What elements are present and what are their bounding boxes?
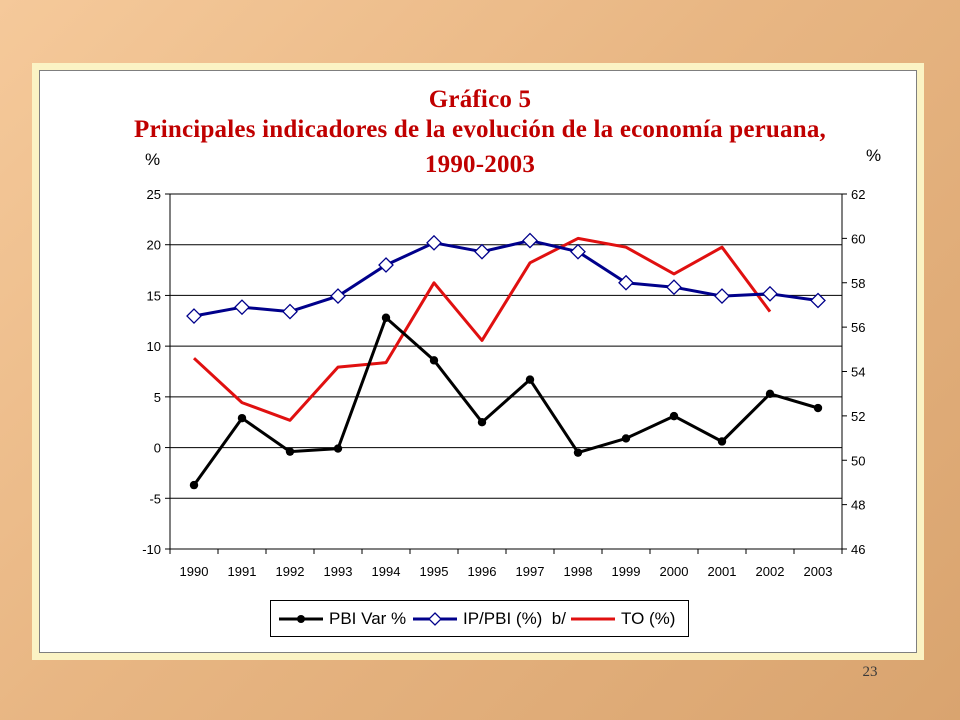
x-tick-label: 2002 xyxy=(756,564,785,579)
x-tick-label: 1997 xyxy=(516,564,545,579)
slide-number: 23 xyxy=(862,664,878,680)
data-point-pbi xyxy=(525,375,535,384)
x-tick-label: 1996 xyxy=(468,564,497,579)
right-tick-label: 46 xyxy=(851,542,865,557)
left-tick-label: 5 xyxy=(154,390,161,405)
x-tick-label: 1992 xyxy=(276,564,305,579)
data-point-ip xyxy=(378,257,394,273)
left-tick-label: -5 xyxy=(149,491,161,506)
x-tick-label: 1994 xyxy=(372,564,401,579)
data-point-pbi xyxy=(333,444,343,453)
chart-legend: PBI Var % IP/PBI (%) b/ TO (%) xyxy=(270,600,689,637)
data-point-pbi xyxy=(813,403,823,413)
data-point-ip xyxy=(474,243,490,260)
legend-label-ip: IP/PBI (%) b/ xyxy=(463,609,566,628)
chart-period: 1990-2003 xyxy=(424,151,536,178)
right-tick-label: 52 xyxy=(851,409,865,424)
right-tick-label: 56 xyxy=(851,320,865,335)
data-point-pbi xyxy=(237,413,247,423)
data-point-ip xyxy=(810,292,826,309)
left-tick-label: 10 xyxy=(147,339,161,354)
legend-marker-ip xyxy=(413,612,457,626)
x-tick-label: 1995 xyxy=(420,564,449,579)
right-tick-label: 54 xyxy=(851,365,865,380)
right-tick-label: 58 xyxy=(851,276,865,291)
legend-item-to: TO (%) xyxy=(569,606,685,632)
series-line-0 xyxy=(192,316,819,486)
legend-marker-pbi xyxy=(279,615,323,623)
data-point-pbi xyxy=(717,437,727,446)
x-tick-label: 2000 xyxy=(660,564,689,579)
chart-title: Gráfico 5 xyxy=(428,86,532,113)
data-point-ip xyxy=(234,299,250,316)
right-axis-unit: % xyxy=(866,146,882,165)
series-line-1 xyxy=(193,239,819,318)
x-tick-label: 1999 xyxy=(612,564,641,579)
legend-label-to: TO (%) xyxy=(621,609,676,628)
left-tick-label: 15 xyxy=(147,288,161,303)
data-point-ip xyxy=(186,308,202,324)
left-tick-label: -10 xyxy=(142,542,161,557)
data-point-ip xyxy=(666,279,682,296)
data-point-pbi xyxy=(621,434,631,443)
data-point-ip xyxy=(522,232,538,249)
data-point-pbi xyxy=(765,389,775,399)
x-tick-label: 1990 xyxy=(180,564,209,579)
legend-item-ip: IP/PBI (%) b/ xyxy=(411,606,571,632)
left-tick-label: 0 xyxy=(154,441,161,456)
left-tick-label: 20 xyxy=(147,238,161,253)
data-point-pbi xyxy=(573,448,583,457)
data-point-ip xyxy=(282,303,298,320)
data-point-ip xyxy=(570,243,586,260)
data-point-pbi xyxy=(285,447,295,456)
series-line-2 xyxy=(192,236,772,422)
x-tick-label: 2001 xyxy=(708,564,737,579)
right-tick-label: 50 xyxy=(851,453,865,468)
x-tick-label: 1991 xyxy=(228,564,257,579)
data-point-pbi xyxy=(189,480,199,490)
data-point-ip xyxy=(618,274,634,291)
right-tick-label: 48 xyxy=(851,498,865,513)
data-point-ip xyxy=(714,288,730,304)
left-tick-label: 25 xyxy=(147,187,161,202)
chart-subtitle: Principales indicadores de la evolución … xyxy=(133,116,826,143)
data-point-ip xyxy=(762,285,778,302)
data-point-ip xyxy=(426,234,442,251)
chart-panel xyxy=(39,70,917,653)
x-tick-label: 1998 xyxy=(564,564,593,579)
x-tick-label: 1993 xyxy=(324,564,353,579)
data-point-pbi xyxy=(429,356,439,365)
data-point-ip xyxy=(330,288,346,304)
left-axis-unit: % xyxy=(145,150,161,169)
right-tick-label: 60 xyxy=(851,231,865,246)
legend-marker-to xyxy=(571,617,615,621)
data-point-pbi xyxy=(381,313,391,322)
data-point-pbi xyxy=(669,411,679,421)
right-tick-label: 62 xyxy=(851,187,865,202)
legend-item-pbi: PBI Var % xyxy=(277,606,407,632)
x-tick-label: 2003 xyxy=(804,564,833,579)
legend-label-pbi: PBI Var % xyxy=(329,609,407,628)
data-point-pbi xyxy=(477,418,487,427)
